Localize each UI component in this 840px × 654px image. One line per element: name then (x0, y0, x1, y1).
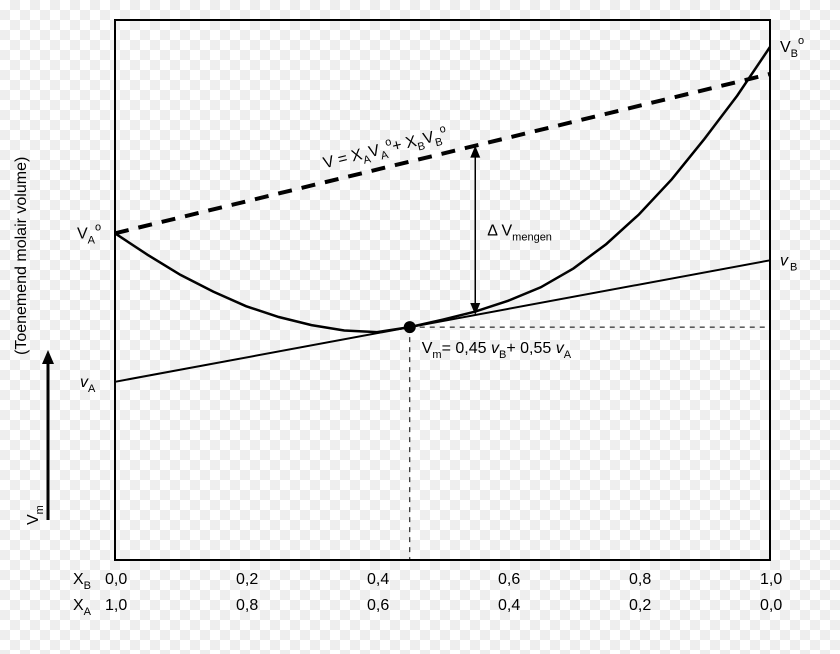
xaxis-row-xb: XB (73, 571, 91, 592)
label-vB: vB (780, 252, 797, 273)
xa-tick-3: 0,4 (498, 597, 520, 614)
xb-tick-3: 0,6 (498, 571, 520, 588)
tangent-line (115, 260, 770, 382)
ideal-line-equation: V = XAVAo+ XBVBo (321, 123, 450, 176)
xa-tick-5: 0,0 (760, 597, 782, 614)
xb-tick-5: 1,0 (760, 571, 782, 588)
y-axis-vm-label: Vm (25, 505, 46, 525)
label-vBo: VBo (780, 35, 804, 60)
xa-tick-1: 0,8 (236, 597, 258, 614)
real-mixing-curve (115, 47, 770, 332)
label-vAo: VAo (77, 221, 101, 246)
molar-volume-diagram: Δ Vmengen V = XAVAo+ XBVBo Vm= 0,45 vB+ 0,… (0, 0, 840, 654)
tangent-equation: Vm= 0,45 vB+ 0,55 vA (422, 340, 572, 361)
xa-tick-2: 0,6 (367, 597, 389, 614)
label-vA: vA (80, 374, 96, 395)
delta-v-label: Δ Vmengen (487, 222, 552, 243)
xa-tick-0: 1,0 (105, 597, 127, 614)
y-axis-arrow-head (42, 350, 54, 364)
ideal-mixing-line (115, 74, 770, 233)
xb-tick-2: 0,4 (367, 571, 389, 588)
xb-tick-1: 0,2 (236, 571, 258, 588)
chart-svg: Δ Vmengen V = XAVAo+ XBVBo Vm= 0,45 vB+ 0,… (0, 0, 840, 654)
xaxis-row-xa: XA (73, 597, 92, 618)
y-axis-descriptor: (Toenemend molair volume) (13, 157, 30, 355)
xb-tick-0: 0,0 (105, 571, 127, 588)
xa-tick-4: 0,2 (629, 597, 651, 614)
plot-frame (115, 20, 770, 560)
tangent-point (404, 321, 416, 333)
xb-tick-4: 0,8 (629, 571, 651, 588)
